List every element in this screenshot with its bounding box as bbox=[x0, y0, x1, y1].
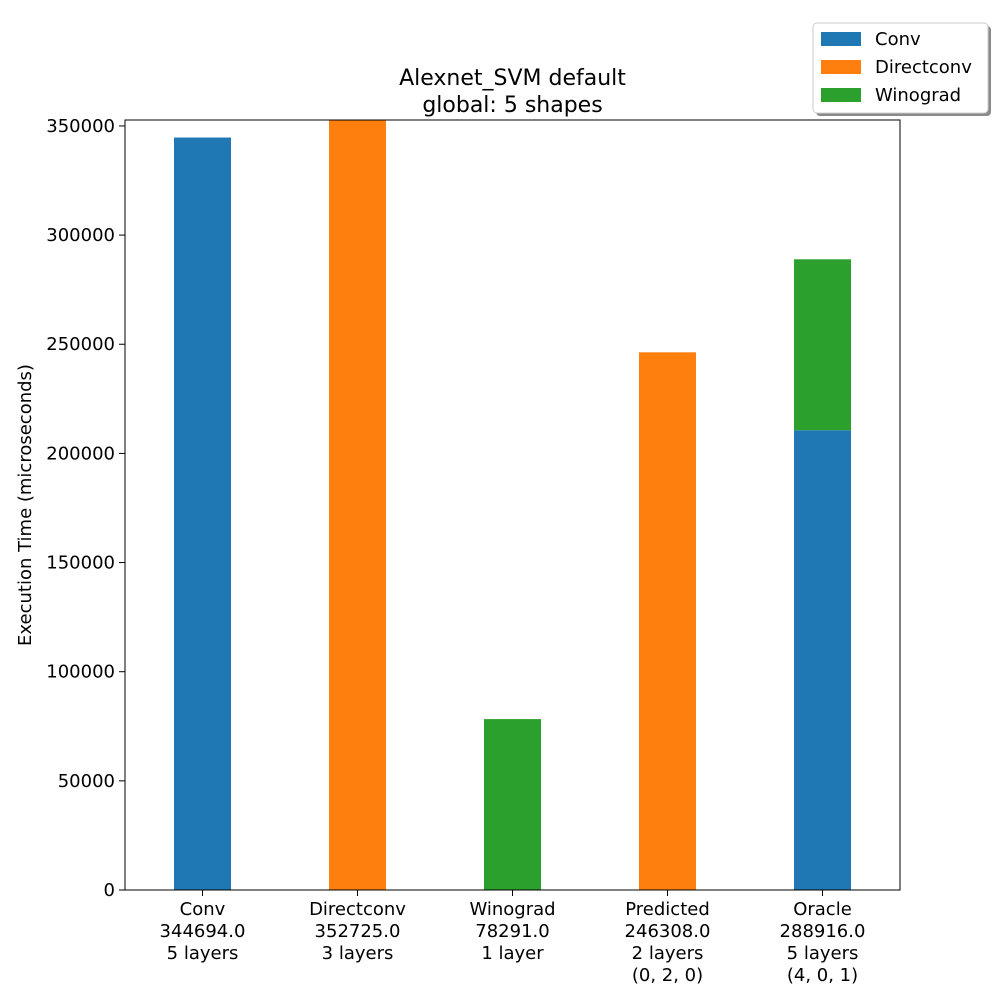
y-tick-label: 300000 bbox=[46, 225, 115, 246]
y-tick-label: 0 bbox=[104, 880, 115, 901]
y-tick-label: 250000 bbox=[46, 334, 115, 355]
legend-label: Directconv bbox=[875, 57, 972, 78]
bars bbox=[174, 120, 851, 890]
bar-directconv bbox=[329, 120, 386, 890]
x-tick-label: Predicted 246308.0 2 layers (0, 2, 0) bbox=[625, 899, 711, 986]
legend-swatch bbox=[821, 32, 861, 46]
x-tick-label: Winograd 78291.0 1 layer bbox=[469, 899, 555, 964]
chart-title-line: global: 5 shapes bbox=[422, 93, 602, 118]
legend: Conv Directconv Winograd bbox=[812, 22, 991, 116]
y-tick-label: 200000 bbox=[46, 443, 115, 464]
y-axis-label: Execution Time (microseconds) bbox=[15, 364, 36, 646]
x-tick-label: Conv 344694.0 5 layers bbox=[160, 899, 246, 964]
bar-directconv bbox=[639, 352, 696, 890]
bar-winograd bbox=[484, 719, 541, 890]
y-axis: 0 50000 100000 150000 200000 250000 300000 3500… bbox=[46, 116, 125, 901]
y-tick-label: 50000 bbox=[58, 771, 115, 792]
legend-label: Winograd bbox=[875, 85, 961, 106]
x-tick-label: Directconv 352725.0 3 layers bbox=[309, 899, 406, 964]
bar-conv bbox=[174, 137, 231, 890]
bar-conv bbox=[794, 430, 851, 890]
legend-swatch bbox=[821, 60, 861, 74]
chart-title-line: Alexnet_SVM default bbox=[399, 66, 626, 91]
y-tick-label: 350000 bbox=[46, 116, 115, 137]
y-tick-label: 150000 bbox=[46, 553, 115, 574]
legend-swatch bbox=[821, 88, 861, 102]
legend-label: Conv bbox=[875, 29, 921, 50]
bar-winograd bbox=[794, 259, 851, 431]
x-axis: Conv 344694.0 5 layers Directconv 352725.0 3 … bbox=[160, 890, 866, 986]
x-tick-label: Oracle 288916.0 5 layers (4, 0, 1) bbox=[780, 899, 866, 986]
y-tick-label: 100000 bbox=[46, 662, 115, 683]
